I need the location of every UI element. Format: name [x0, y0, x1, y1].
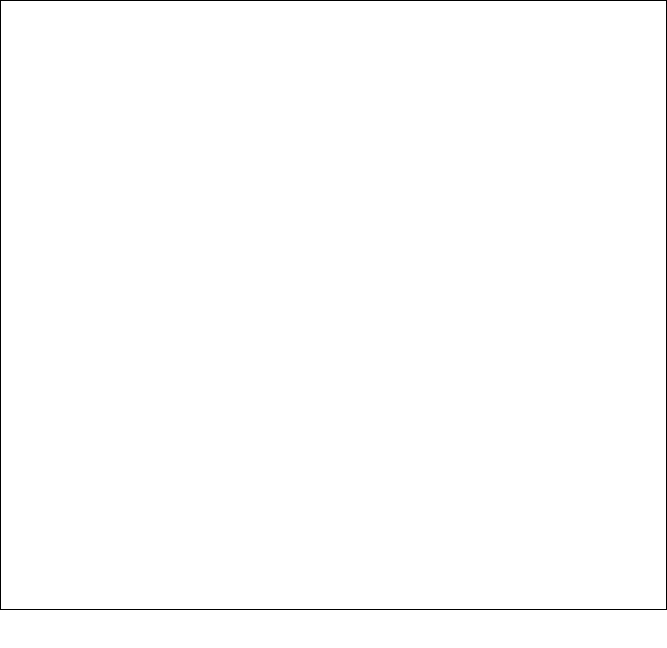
gantt-chart: [0, 0, 667, 610]
